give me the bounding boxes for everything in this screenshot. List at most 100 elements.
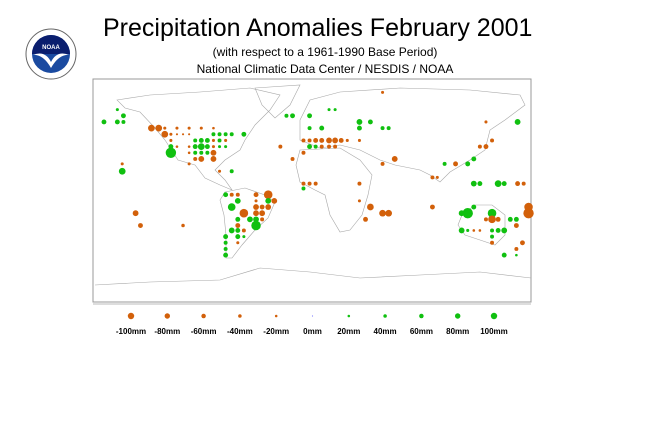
station-marker (175, 145, 179, 148)
legend-label: -60mm (190, 327, 217, 336)
station-marker (193, 156, 198, 161)
station-marker (271, 197, 278, 204)
station-marker (385, 209, 393, 217)
noaa-logo: NOAA (25, 28, 77, 80)
station-marker (483, 217, 488, 222)
station-marker (229, 192, 234, 197)
station-marker (217, 138, 222, 143)
station-marker (187, 145, 191, 148)
station-marker (138, 223, 143, 228)
station-marker (472, 229, 476, 232)
station-marker (466, 228, 470, 232)
antarctica-outline (94, 267, 532, 286)
station-marker (465, 161, 471, 167)
station-marker (211, 138, 215, 142)
station-marker (484, 120, 488, 124)
station-marker (118, 167, 126, 175)
station-marker (357, 138, 361, 142)
station-marker (204, 138, 210, 143)
legend-marker (201, 313, 206, 319)
station-marker (155, 124, 163, 132)
station-marker (223, 234, 229, 240)
station-marker (313, 181, 318, 186)
station-marker (163, 126, 167, 130)
legend-label: 0mm (303, 327, 322, 336)
station-marker (326, 137, 332, 144)
station-marker (333, 144, 338, 149)
station-marker (471, 204, 477, 210)
station-marker (197, 143, 205, 150)
station-marker (307, 181, 312, 186)
station-marker (514, 119, 521, 125)
station-marker (284, 113, 289, 118)
station-marker (247, 216, 253, 223)
coastlines (94, 84, 532, 286)
station-marker (290, 113, 295, 119)
station-marker (181, 133, 185, 136)
station-marker (357, 199, 361, 203)
station-marker (234, 197, 241, 204)
station-marker (462, 207, 473, 219)
station-marker (223, 240, 228, 245)
legend-marker (490, 312, 498, 320)
station-marker (175, 133, 179, 136)
station-marker (513, 223, 519, 228)
station-marker (260, 217, 265, 222)
station-marker (494, 180, 502, 187)
station-marker (188, 133, 191, 136)
station-marker (327, 108, 331, 112)
map-frame (92, 78, 532, 303)
station-marker (430, 175, 435, 180)
station-marker (357, 125, 362, 131)
station-marker (483, 144, 489, 150)
station-marker (229, 169, 234, 174)
station-marker (478, 229, 482, 232)
station-marker (114, 119, 120, 125)
station-marker (235, 234, 241, 240)
station-marker (307, 144, 313, 150)
legend-markers (127, 312, 498, 320)
station-marker (333, 108, 337, 112)
station-marker (210, 156, 217, 162)
source-credit: National Climatic Data Center / NESDIS /… (196, 62, 454, 76)
station-marker (501, 252, 507, 258)
station-marker (181, 223, 185, 228)
station-marker (161, 130, 169, 138)
legend-marker (127, 312, 135, 320)
station-marker (470, 180, 477, 187)
station-marker (148, 124, 155, 132)
station-marker (319, 138, 325, 143)
station-marker (218, 169, 222, 173)
station-marker (198, 138, 204, 143)
station-marker (132, 210, 139, 217)
station-marker (313, 138, 319, 143)
station-marker (453, 161, 458, 167)
station-marker (490, 138, 495, 143)
station-marker (513, 216, 519, 222)
legend-marker (238, 314, 242, 318)
station-marker (521, 181, 526, 186)
station-marker (391, 156, 398, 162)
station-marker (211, 145, 215, 149)
station-marker (224, 145, 228, 149)
legend-label: -20mm (263, 327, 290, 336)
legend-marker (311, 315, 314, 317)
station-marker (495, 228, 501, 233)
station-marker (307, 126, 312, 131)
station-marker (265, 204, 272, 210)
station-marker (229, 132, 234, 137)
station-marker (477, 181, 483, 187)
station-marker (301, 138, 306, 143)
legend-marker (419, 313, 424, 319)
station-marker (120, 113, 126, 119)
station-marker (169, 132, 173, 136)
station-marker (490, 228, 495, 233)
legend-label: -40mm (226, 327, 253, 336)
station-marker (239, 208, 249, 218)
station-marker (367, 119, 373, 125)
station-marker (301, 181, 306, 186)
station-marker (501, 181, 507, 187)
station-marker (242, 235, 246, 239)
station-marker (235, 228, 241, 233)
station-marker (487, 208, 497, 218)
